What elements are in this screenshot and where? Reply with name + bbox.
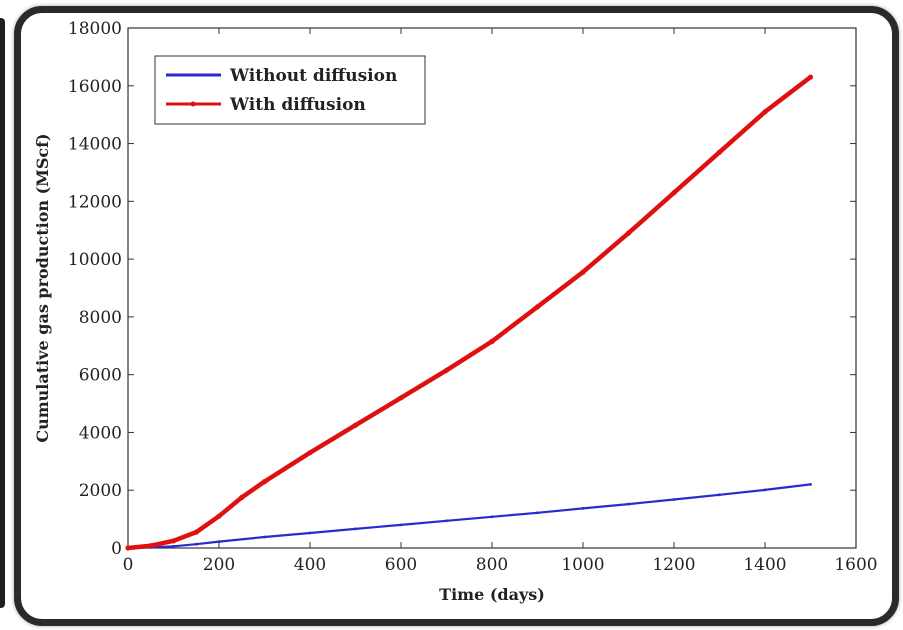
data-point-with-diffusion <box>216 513 222 519</box>
data-point-with-diffusion <box>534 304 541 310</box>
data-point-with-diffusion <box>307 450 313 456</box>
y-tick-label: 2000 <box>79 481 122 501</box>
data-point-without-diffusion <box>718 493 721 497</box>
series-line-without-diffusion <box>126 483 812 550</box>
data-point-without-diffusion <box>308 531 312 535</box>
data-point-without-diffusion <box>172 544 175 548</box>
y-tick-label: 12000 <box>68 192 122 212</box>
legend-box <box>154 55 426 125</box>
legend-marker-with-diffusion <box>190 101 196 107</box>
data-point-with-diffusion <box>398 395 404 401</box>
legend-label-without-diffusion: Without diffusion <box>229 66 397 86</box>
x-tick-label: 1000 <box>561 555 604 575</box>
y-tick-label: 8000 <box>79 308 122 328</box>
series-layer <box>125 74 814 551</box>
data-point-without-diffusion <box>354 527 357 531</box>
y-tick-label: 18000 <box>68 19 122 39</box>
data-point-with-diffusion <box>489 338 495 344</box>
data-point-without-diffusion <box>809 483 812 486</box>
data-point-with-diffusion <box>148 543 154 549</box>
data-point-with-diffusion <box>716 149 723 155</box>
y-tick-label: 6000 <box>79 366 122 386</box>
data-point-with-diffusion <box>352 422 359 428</box>
data-point-with-diffusion <box>125 545 131 551</box>
y-tick-label: 4000 <box>79 423 122 443</box>
data-point-with-diffusion <box>580 269 586 275</box>
left-window-edge <box>0 0 10 630</box>
data-point-without-diffusion <box>581 507 585 510</box>
legend: Without diffusion With diffusion <box>154 55 426 125</box>
data-point-without-diffusion <box>627 502 630 506</box>
y-axis-label: Cumulative gas production (MScf) <box>33 133 52 442</box>
x-tick-label: 1200 <box>652 555 695 575</box>
data-point-with-diffusion <box>239 494 245 500</box>
legend-label-with-diffusion: With diffusion <box>229 95 366 115</box>
data-point-without-diffusion <box>536 511 539 515</box>
data-point-without-diffusion <box>194 542 198 546</box>
y-tick-label: 10000 <box>68 250 122 270</box>
axis-ticks: 0 200 400 600 800 1000 1200 1400 160002000400060… <box>68 19 878 575</box>
y-tick-label: 0 <box>111 539 122 559</box>
x-tick-label: 0 <box>123 555 134 575</box>
data-point-without-diffusion <box>490 515 494 519</box>
data-point-without-diffusion <box>399 523 403 527</box>
x-tick-label: 1600 <box>834 555 877 575</box>
data-point-with-diffusion <box>261 479 268 485</box>
data-point-with-diffusion <box>625 230 632 236</box>
x-tick-label: 1400 <box>743 555 786 575</box>
data-point-without-diffusion <box>672 498 676 501</box>
y-tick-label: 14000 <box>68 135 122 155</box>
data-point-with-diffusion <box>443 367 450 373</box>
data-point-without-diffusion <box>763 488 767 492</box>
data-point-with-diffusion <box>193 529 199 535</box>
data-point-with-diffusion <box>671 190 677 196</box>
data-point-with-diffusion <box>762 109 768 115</box>
x-tick-label: 800 <box>476 555 508 575</box>
data-point-with-diffusion <box>807 74 814 80</box>
data-point-with-diffusion <box>170 538 177 544</box>
x-axis-label: Time (days) <box>439 585 545 604</box>
data-point-without-diffusion <box>445 519 448 523</box>
data-point-without-diffusion <box>263 535 266 539</box>
x-tick-label: 600 <box>385 555 417 575</box>
x-tick-label: 400 <box>294 555 326 575</box>
data-point-without-diffusion <box>217 540 221 543</box>
y-tick-label: 16000 <box>68 77 122 97</box>
x-tick-label: 200 <box>203 555 235 575</box>
